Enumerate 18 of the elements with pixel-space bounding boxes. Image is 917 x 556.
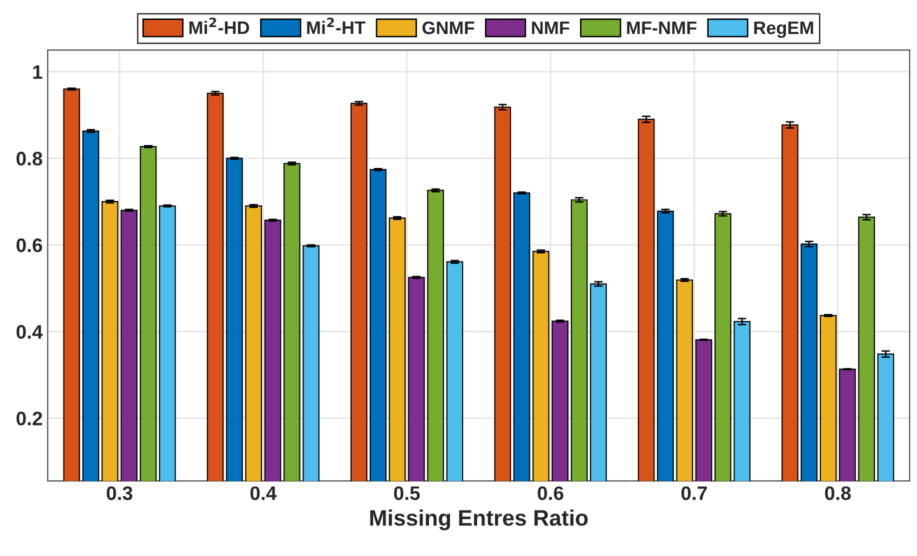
x-tick-label: 0.4 — [250, 486, 277, 500]
legend-label: Mi$^{2}$-HD — [189, 18, 250, 34]
legend-label: NMF — [532, 22, 570, 34]
legend-label: MF-NMF — [627, 22, 696, 34]
x-tick-label: 0.6 — [538, 486, 564, 500]
y-tick-label: 0.6 — [16, 238, 42, 252]
x-axis-title: Missing Entres Ratio — [370, 509, 588, 530]
legend-label: RegEM — [754, 22, 814, 38]
legend-label: Mi$^{2}$-HT — [307, 18, 366, 34]
x-tick-label: 0.8 — [825, 486, 851, 500]
y-tick-label: 0.8 — [16, 152, 42, 166]
x-tick-label: 0.7 — [681, 486, 707, 500]
y-tick-label: 0.4 — [16, 325, 43, 339]
y-tick-label: 1 — [33, 65, 42, 79]
y-tick-label: 0.2 — [16, 412, 42, 426]
x-tick-label: 0.5 — [394, 486, 420, 500]
x-tick-label: 0.3 — [106, 486, 132, 500]
legend-label: GNMF — [422, 21, 474, 34]
